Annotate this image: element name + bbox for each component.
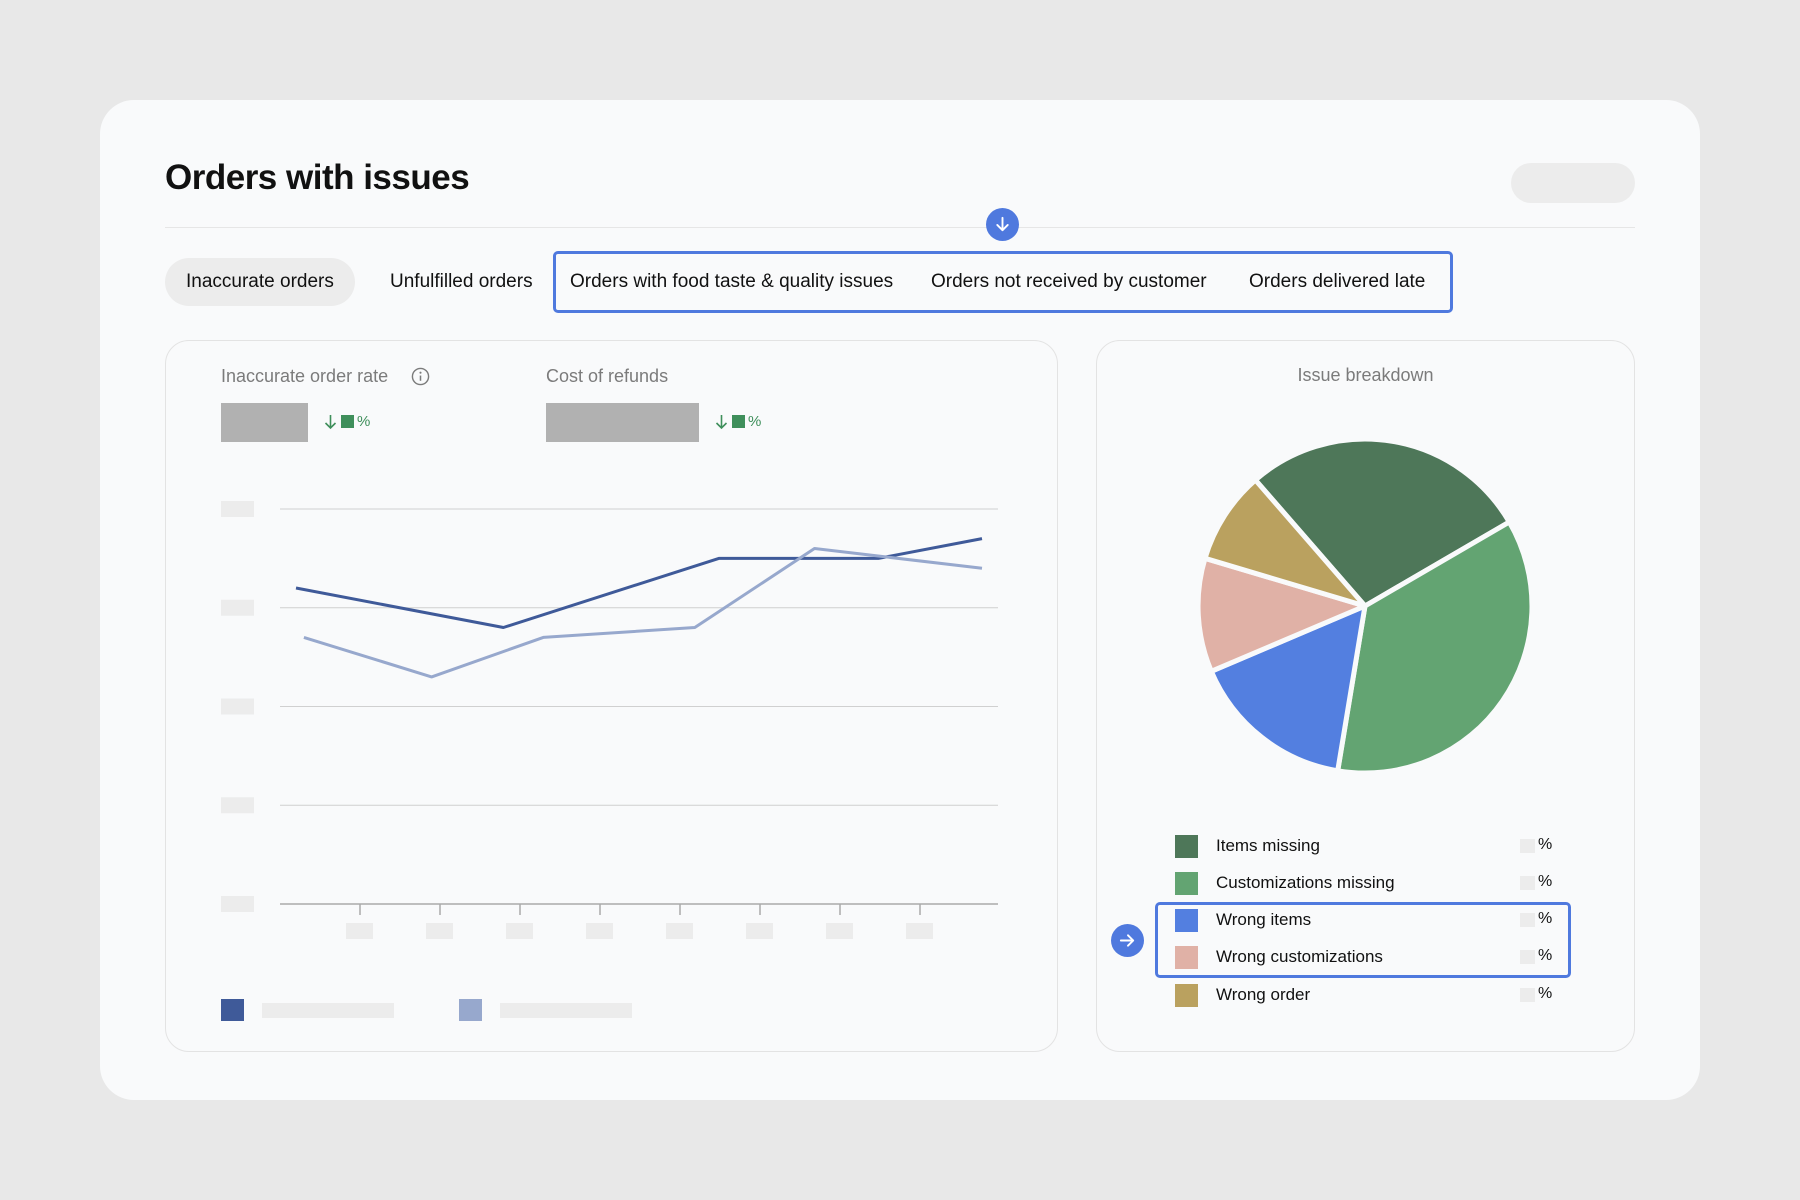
percent-placeholder bbox=[1520, 913, 1535, 927]
metric-delta: % bbox=[714, 413, 761, 430]
percent-placeholder bbox=[1520, 839, 1535, 853]
metric-label-cost-of-refunds: Cost of refunds bbox=[546, 366, 669, 386]
breakdown-legend-row: Items missing % bbox=[1175, 833, 1555, 861]
arrow-down-icon bbox=[715, 414, 728, 429]
y-tick-label-placeholder bbox=[221, 698, 254, 715]
arrow-down-icon bbox=[986, 208, 1019, 241]
x-tick-label-placeholder bbox=[586, 923, 613, 939]
breakdown-legend-row: Wrong customizations % bbox=[1175, 944, 1555, 972]
y-tick-label-placeholder bbox=[221, 599, 254, 616]
breakdown-legend-row: Customizations missing % bbox=[1175, 870, 1555, 898]
metric-value-placeholder bbox=[546, 403, 699, 442]
percent-placeholder bbox=[1520, 876, 1535, 890]
delta-value-placeholder bbox=[732, 415, 745, 428]
legend-swatch-wrong-order bbox=[1175, 984, 1198, 1007]
pie-slice-wrong-customizations bbox=[1195, 555, 1368, 674]
pie-slice-customizations-missing bbox=[1335, 519, 1535, 776]
percent-placeholder bbox=[1520, 988, 1535, 1002]
pie-slice-wrong-items bbox=[1208, 603, 1368, 774]
legend-unit: % bbox=[1538, 836, 1553, 853]
legend-unit: % bbox=[1538, 873, 1553, 890]
pie-slice-items-missing bbox=[1252, 436, 1512, 609]
x-tick-label-placeholder bbox=[346, 923, 373, 939]
legend-swatch-series-2 bbox=[459, 999, 482, 1021]
tab-delivered-late[interactable]: Orders delivered late bbox=[1249, 271, 1426, 292]
legend-swatch-wrong-items bbox=[1175, 909, 1198, 932]
action-pill-button[interactable] bbox=[1511, 163, 1635, 203]
delta-unit: % bbox=[357, 413, 371, 430]
info-icon[interactable] bbox=[411, 367, 430, 386]
y-tick-label-placeholder bbox=[221, 501, 254, 517]
y-tick-label-placeholder bbox=[221, 797, 254, 814]
x-tick-label-placeholder bbox=[826, 923, 853, 939]
metric-delta: % bbox=[323, 413, 370, 430]
percent-placeholder bbox=[1520, 950, 1535, 964]
x-tick-label-placeholder bbox=[506, 923, 533, 939]
metric-label-inaccurate-rate: Inaccurate order rate bbox=[221, 366, 389, 386]
tab-food-quality-issues[interactable]: Orders with food taste & quality issues bbox=[570, 271, 894, 292]
breakdown-title: Issue breakdown bbox=[1297, 365, 1434, 385]
legend-unit: % bbox=[1538, 947, 1553, 964]
header-divider bbox=[165, 227, 1635, 228]
legend-unit: % bbox=[1538, 985, 1553, 1002]
x-tick-label-placeholder bbox=[666, 923, 693, 939]
x-tick-label-placeholder bbox=[746, 923, 773, 939]
series-line-2 bbox=[303, 547, 983, 679]
legend-swatch-wrong-customizations bbox=[1175, 946, 1198, 969]
arrow-right-icon bbox=[1111, 924, 1144, 957]
delta-value-placeholder bbox=[341, 415, 354, 428]
metric-value-placeholder bbox=[221, 403, 308, 442]
legend-label-customizations-missing: Customizations missing bbox=[1216, 873, 1395, 892]
legend-label-items-missing: Items missing bbox=[1216, 836, 1320, 855]
legend-unit: % bbox=[1538, 910, 1553, 927]
series-line-1 bbox=[295, 537, 983, 629]
breakdown-legend-row: Wrong items % bbox=[1175, 907, 1555, 935]
tab-unfulfilled-orders[interactable]: Unfulfilled orders bbox=[390, 271, 533, 292]
y-tick-label-placeholder bbox=[221, 896, 254, 912]
legend-label-placeholder bbox=[262, 1003, 394, 1018]
tab-not-received[interactable]: Orders not received by customer bbox=[931, 271, 1207, 292]
pie-slice-wrong-order bbox=[1202, 477, 1368, 609]
legend-label-placeholder bbox=[500, 1003, 632, 1018]
arrow-down-icon bbox=[324, 414, 337, 429]
x-tick-label-placeholder bbox=[906, 923, 933, 939]
delta-unit: % bbox=[748, 413, 762, 430]
legend-swatch-customizations-missing bbox=[1175, 872, 1198, 895]
legend-label-wrong-items: Wrong items bbox=[1216, 910, 1312, 929]
legend-label-wrong-customizations: Wrong customizations bbox=[1216, 947, 1383, 966]
x-tick-label-placeholder bbox=[426, 923, 453, 939]
legend-swatch-items-missing bbox=[1175, 835, 1198, 858]
legend-label-wrong-order: Wrong order bbox=[1216, 985, 1311, 1004]
tab-inaccurate-orders[interactable]: Inaccurate orders bbox=[165, 258, 355, 306]
page-title: Orders with issues bbox=[165, 158, 470, 197]
legend-swatch-series-1 bbox=[221, 999, 244, 1021]
breakdown-legend-row: Wrong order % bbox=[1175, 982, 1555, 1010]
